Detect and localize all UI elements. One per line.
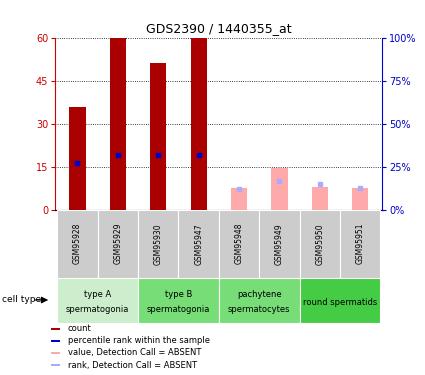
Text: pachytene: pachytene xyxy=(237,290,282,299)
Bar xyxy=(300,210,340,278)
Bar xyxy=(57,210,98,278)
Text: percentile rank within the sample: percentile rank within the sample xyxy=(68,336,210,345)
Bar xyxy=(138,210,178,278)
Text: GSM95949: GSM95949 xyxy=(275,223,284,265)
Bar xyxy=(352,188,368,210)
Bar xyxy=(51,328,60,330)
Text: rank, Detection Call = ABSENT: rank, Detection Call = ABSENT xyxy=(68,361,197,370)
Bar xyxy=(219,278,300,322)
Bar xyxy=(69,106,85,210)
Text: value, Detection Call = ABSENT: value, Detection Call = ABSENT xyxy=(68,348,201,357)
Bar xyxy=(312,187,328,210)
Text: GSM95948: GSM95948 xyxy=(235,223,244,264)
Bar xyxy=(190,38,207,210)
Text: GSM95950: GSM95950 xyxy=(315,223,324,265)
Text: GSM95947: GSM95947 xyxy=(194,223,203,265)
Bar xyxy=(259,210,300,278)
Text: spermatogonia: spermatogonia xyxy=(66,305,129,314)
Bar xyxy=(272,168,288,210)
Text: GSM95928: GSM95928 xyxy=(73,223,82,264)
Bar xyxy=(178,210,219,278)
Bar xyxy=(98,210,138,278)
Text: spermatocytes: spermatocytes xyxy=(228,305,291,314)
Text: type B: type B xyxy=(165,290,192,299)
Text: round spermatids: round spermatids xyxy=(303,298,377,307)
Text: spermatogonia: spermatogonia xyxy=(147,305,210,314)
Bar xyxy=(138,278,219,322)
Text: GSM95951: GSM95951 xyxy=(356,223,365,264)
Bar xyxy=(51,340,60,342)
Text: count: count xyxy=(68,324,91,333)
Bar xyxy=(51,352,60,354)
Text: GSM95930: GSM95930 xyxy=(154,223,163,265)
Bar xyxy=(110,38,126,210)
Bar xyxy=(300,278,380,322)
Bar xyxy=(219,210,259,278)
Bar xyxy=(51,364,60,366)
Bar xyxy=(340,210,380,278)
Bar xyxy=(57,278,138,322)
Title: GDS2390 / 1440355_at: GDS2390 / 1440355_at xyxy=(146,22,292,35)
Text: type A: type A xyxy=(84,290,111,299)
Bar xyxy=(231,188,247,210)
Text: GSM95929: GSM95929 xyxy=(113,223,122,264)
Bar xyxy=(150,63,166,210)
Text: cell type: cell type xyxy=(2,296,41,304)
